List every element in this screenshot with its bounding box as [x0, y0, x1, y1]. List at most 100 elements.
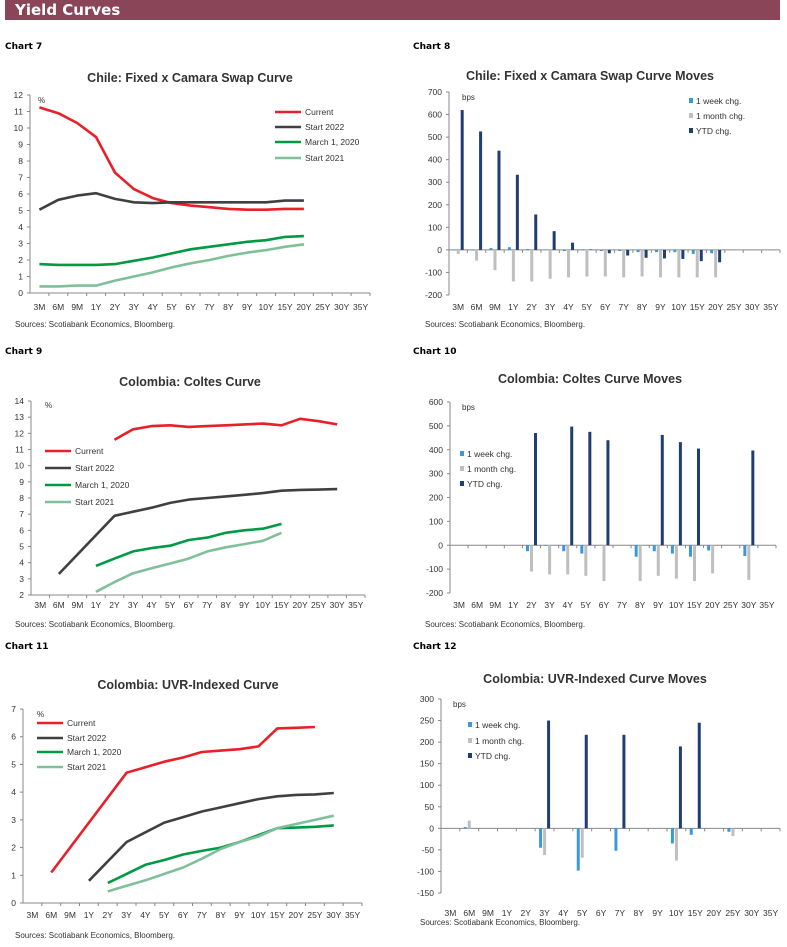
y-tick-label: 3 — [11, 815, 16, 825]
series-line-start-2021 — [107, 814, 335, 893]
bar-1-month-chg- — [711, 545, 715, 574]
y-tick-label: 300 — [420, 694, 434, 704]
bar-1-week-chg- — [634, 545, 638, 557]
x-tick-label: 8Y — [637, 302, 648, 312]
y-tick-label: 13 — [15, 412, 25, 422]
x-tick-label: 4Y — [146, 600, 157, 610]
x-tick-label: 15Y — [274, 600, 289, 610]
bar-ytd-chg- — [571, 242, 575, 250]
bar-1-week-chg- — [618, 249, 622, 252]
y-tick-label: 200 — [428, 200, 442, 210]
bar-1-month-chg- — [622, 249, 626, 278]
legend-label: Start 2022 — [305, 122, 344, 132]
bar-ytd-chg- — [589, 249, 593, 251]
y-tick-label: 100 — [420, 780, 434, 790]
legend-label: YTD chg. — [467, 479, 502, 489]
x-tick-label: 30Y — [334, 302, 349, 312]
x-tick-label: 3M — [34, 600, 46, 610]
legend-label: Start 2021 — [67, 762, 106, 772]
x-tick-label: 9M — [489, 600, 501, 610]
x-tick-label: 5Y — [582, 302, 593, 312]
bar-1-week-chg- — [689, 828, 693, 835]
x-tick-label: 25Y — [723, 600, 738, 610]
chart-8-label: Chart 8 — [413, 42, 451, 52]
x-tick-label: 20Y — [705, 600, 720, 610]
x-tick-label: 35Y — [348, 600, 363, 610]
y-tick-label: 2 — [19, 590, 24, 600]
legend-label: March 1, 2020 — [305, 137, 360, 147]
chart-title: Colombia: Coltes Curve Moves — [498, 372, 682, 386]
x-tick-label: 5Y — [581, 600, 592, 610]
x-tick-label: 10Y — [251, 910, 266, 920]
bar-1-week-chg- — [654, 249, 658, 253]
x-tick-label: 3M — [452, 302, 464, 312]
x-tick-label: 1Y — [502, 908, 513, 918]
legend-label: Start 2022 — [67, 733, 106, 743]
series-line-start-2021 — [39, 243, 305, 288]
bar-ytd-chg- — [699, 249, 703, 262]
x-tick-label: 15Y — [688, 908, 703, 918]
x-tick-label: 1Y — [508, 302, 519, 312]
bar-1-week-chg- — [636, 249, 640, 253]
bar-1-week-chg- — [544, 249, 548, 251]
bar-1-month-chg- — [674, 545, 678, 579]
x-tick-label: 8Y — [634, 908, 645, 918]
chart-8: Chile: Fixed x Camara Swap Curve Moves bp… — [425, 69, 781, 329]
x-tick-label: 25Y — [311, 600, 326, 610]
unit-label: % — [38, 96, 45, 105]
legend-label: 1 month chg. — [475, 736, 524, 746]
y-tick-label: 4 — [11, 787, 16, 797]
y-tick-label: 250 — [420, 716, 434, 726]
bar-1-week-chg- — [526, 545, 529, 552]
x-tick-label: 3M — [453, 600, 465, 610]
chart-11-label: Chart 11 — [5, 642, 49, 652]
y-tick-label: 4 — [19, 558, 24, 568]
bar-1-week-chg- — [727, 828, 731, 832]
y-tick-label: 1 — [11, 870, 16, 880]
bar-1-week-chg- — [526, 248, 530, 250]
bar-ytd-chg- — [552, 231, 556, 250]
x-tick-label: 10Y — [669, 600, 684, 610]
chart-10: Colombia: Coltes Curve Moves bps -200 -100 0… — [425, 372, 777, 629]
y-tick-label: 7 — [18, 173, 23, 183]
x-tick-label: 9M — [71, 302, 83, 312]
legend-label: 1 week chg. — [467, 449, 512, 459]
bar-1-month-chg- — [640, 249, 644, 277]
y-tick-label: 0 — [437, 245, 442, 255]
section-title: Yield Curves — [15, 1, 121, 19]
legend-label: YTD chg. — [696, 126, 731, 136]
x-tick-label: 7Y — [618, 302, 629, 312]
bar-1-month-chg- — [543, 828, 547, 856]
chart-12-label: Chart 12 — [413, 642, 457, 652]
bar-1-week-chg- — [614, 828, 618, 851]
y-tick-label: 6 — [18, 189, 23, 199]
x-tick-label: 20Y — [707, 908, 722, 918]
section-header: Yield Curves — [5, 0, 780, 20]
x-tick-label: 9Y — [239, 600, 250, 610]
y-tick-label: -100 — [425, 267, 442, 277]
chart-9: Colombia: Coltes Curve% 2 3 4 5 6 7 8 9 10 11 12 13 1… — [15, 375, 366, 629]
x-tick-label: 6Y — [599, 600, 610, 610]
x-tick-label: 7Y — [617, 600, 628, 610]
x-tick-label: 2Y — [527, 302, 538, 312]
bar-ytd-chg- — [751, 450, 755, 546]
y-tick-label: -200 — [426, 588, 443, 598]
bar-1-month-chg- — [467, 820, 471, 829]
x-tick-label: 7Y — [615, 908, 626, 918]
bar-1-month-chg- — [714, 249, 718, 278]
bar-1-month-chg- — [566, 545, 570, 575]
y-tick-label: -100 — [417, 866, 434, 876]
x-tick-label: 8Y — [216, 910, 227, 920]
x-tick-label: 30Y — [745, 302, 760, 312]
series-line-start-2022 — [57, 487, 338, 575]
x-tick-label: 6M — [52, 302, 64, 312]
series-line-current — [50, 725, 315, 874]
x-tick-label: 15Y — [690, 302, 705, 312]
bar-1-week-chg- — [544, 545, 548, 546]
x-tick-label: 9Y — [242, 302, 253, 312]
y-tick-label: 11 — [14, 107, 23, 117]
x-tick-label: 35Y — [763, 908, 778, 918]
x-tick-label: 25Y — [315, 302, 330, 312]
x-tick-label: 20Y — [296, 302, 311, 312]
